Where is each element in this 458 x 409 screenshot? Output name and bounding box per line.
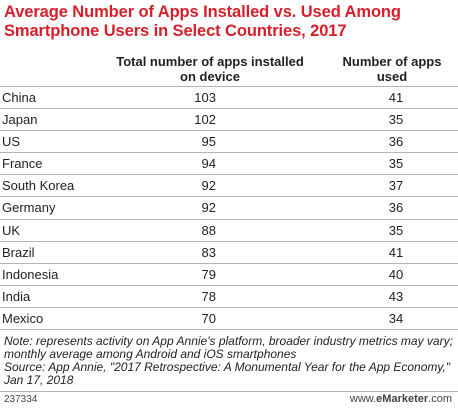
row-used-value: 35 bbox=[388, 112, 404, 128]
table-row: US 95 36 bbox=[0, 131, 458, 154]
source-text: Source: App Annie, "2017 Retrospective: … bbox=[4, 360, 451, 387]
table-row: France 94 35 bbox=[0, 153, 458, 176]
table-row: China 103 41 bbox=[0, 87, 458, 110]
row-country: Germany bbox=[2, 200, 56, 216]
row-country: Mexico bbox=[2, 310, 44, 326]
row-installed-value: 88 bbox=[201, 222, 216, 238]
row-used-value: 35 bbox=[388, 222, 404, 238]
chart-title: Average Number of Apps Installed vs. Use… bbox=[4, 3, 401, 40]
row-installed-value: 78 bbox=[201, 288, 216, 304]
data-table: China 103 41 Japan 102 35 US 95 36 France 94 35 Sout… bbox=[0, 86, 458, 331]
brand-e: e bbox=[376, 393, 383, 405]
table-row: UK 88 35 bbox=[0, 220, 458, 242]
row-installed-value: 95 bbox=[201, 134, 216, 150]
row-country: Brazil bbox=[2, 244, 35, 260]
row-country: France bbox=[2, 156, 43, 172]
row-used-value: 40 bbox=[388, 266, 404, 282]
note-text: Note: represents activity on App Annie's… bbox=[4, 334, 453, 361]
row-installed-value: 92 bbox=[201, 178, 216, 194]
chart-id: 237334 bbox=[4, 394, 38, 405]
table-row: Mexico 70 34 bbox=[0, 308, 458, 331]
row-used-value: 35 bbox=[388, 156, 404, 172]
table-row: Germany 92 36 bbox=[0, 197, 458, 220]
row-country: UK bbox=[2, 222, 21, 238]
row-country: India bbox=[2, 288, 31, 304]
row-installed-value: 94 bbox=[201, 156, 216, 172]
row-country: South Korea bbox=[2, 178, 75, 194]
table-row: Indonesia 79 40 bbox=[0, 264, 458, 286]
row-installed-value: 79 bbox=[201, 266, 216, 282]
row-used-value: 34 bbox=[388, 310, 404, 326]
brand-prefix: www. bbox=[349, 393, 377, 405]
row-used-value: 37 bbox=[388, 178, 404, 194]
row-used-value: 41 bbox=[388, 244, 404, 260]
column-header-installed: Total number of apps installed on device bbox=[116, 54, 304, 84]
brand-logo[interactable]: www.eMarketer.com bbox=[350, 393, 452, 405]
row-used-value: 41 bbox=[388, 90, 404, 105]
row-country: China bbox=[2, 90, 36, 105]
footer-divider bbox=[0, 391, 458, 392]
row-country: US bbox=[2, 134, 21, 150]
row-country: Japan bbox=[2, 112, 38, 128]
row-used-value: 36 bbox=[388, 134, 404, 150]
table-row: Japan 102 35 bbox=[0, 109, 458, 132]
brand-suffix: .com bbox=[428, 393, 452, 405]
row-installed-value: 102 bbox=[194, 112, 216, 128]
row-installed-value: 92 bbox=[201, 200, 216, 216]
brand-marketer: Marketer bbox=[382, 393, 429, 405]
note-and-source: Note: represents activity on App Annie's… bbox=[4, 335, 456, 387]
row-used-value: 36 bbox=[388, 200, 404, 216]
row-installed-value: 103 bbox=[194, 90, 216, 105]
column-header-used: Number of apps used bbox=[342, 54, 442, 84]
table-row: South Korea 92 37 bbox=[0, 175, 458, 198]
row-installed-value: 83 bbox=[201, 244, 216, 260]
table-row: India 78 43 bbox=[0, 286, 458, 308]
row-used-value: 43 bbox=[388, 288, 404, 304]
table-row: Brazil 83 41 bbox=[0, 242, 458, 264]
row-installed-value: 70 bbox=[201, 310, 216, 326]
row-country: Indonesia bbox=[2, 266, 59, 282]
